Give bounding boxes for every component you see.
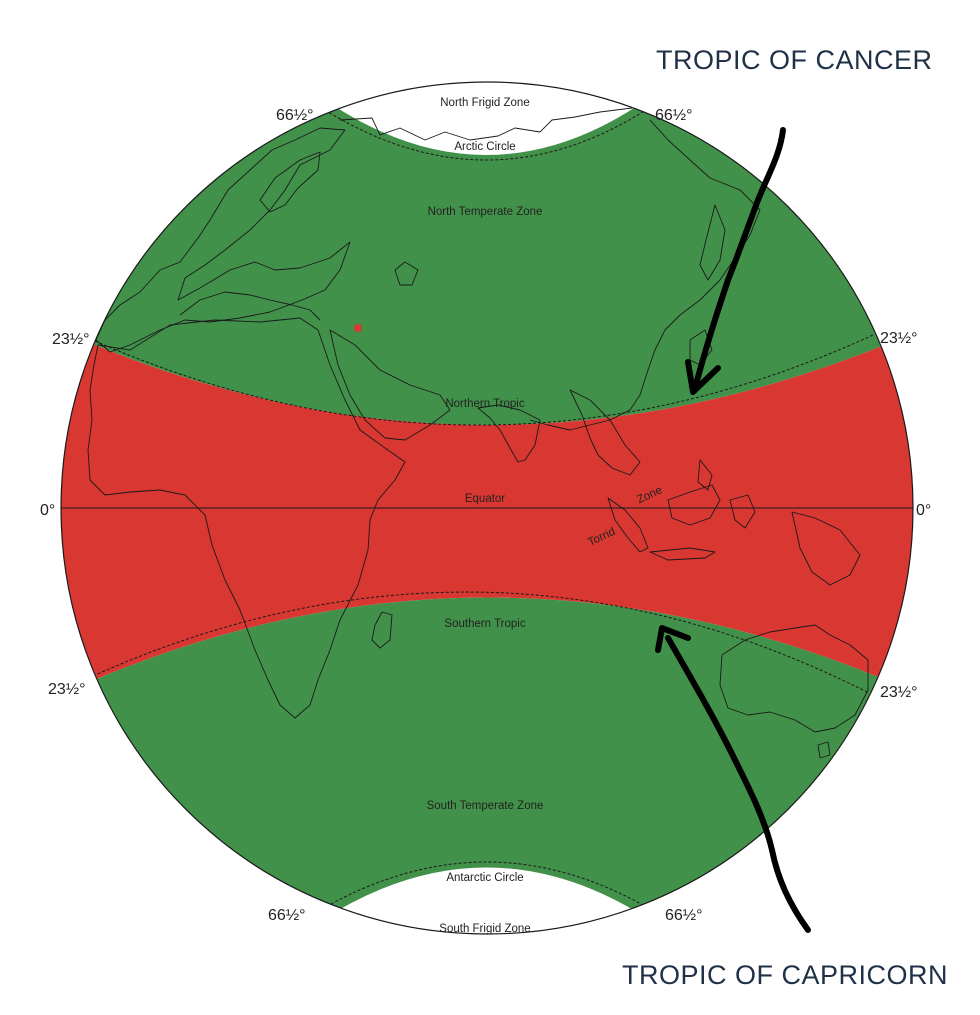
southeast-asia-coastline bbox=[569, 389, 641, 476]
mediterranean-coastline bbox=[179, 291, 321, 321]
northern-tropic-label: Northern Tropic bbox=[445, 398, 525, 410]
degree-label-equator-right: 0° bbox=[916, 502, 931, 519]
location-marker bbox=[354, 324, 362, 332]
southern-tropic-label: Southern Tropic bbox=[444, 618, 525, 630]
antarctic-circle-line bbox=[321, 861, 651, 910]
africa-coastline bbox=[87, 317, 406, 719]
degree-label-equator-left: 0° bbox=[40, 502, 55, 519]
kamchatka-coastline bbox=[699, 204, 726, 281]
arctic-circle-line bbox=[324, 109, 647, 161]
caspian-sea-coastline bbox=[394, 261, 419, 286]
arctic-circle-label: Arctic Circle bbox=[454, 141, 515, 153]
degree-label-antarctic-right: 66½° bbox=[665, 907, 703, 924]
java-coastline bbox=[649, 547, 716, 561]
degree-label-arctic-left: 66½° bbox=[276, 107, 314, 124]
borneo-coastline bbox=[667, 484, 721, 526]
south-temperate-zone bbox=[61, 597, 913, 920]
degree-label-south-tropic-left: 23½° bbox=[48, 681, 86, 698]
arabia-coastline bbox=[329, 329, 451, 441]
north-frigid-zone-label: North Frigid Zone bbox=[440, 97, 529, 109]
degree-label-north-tropic-left: 23½° bbox=[52, 331, 90, 348]
tropic-of-cancer-callout: TROPIC OF CANCER bbox=[656, 45, 933, 75]
cancer-arrow-shaft bbox=[692, 127, 786, 391]
tasmania-coastline bbox=[817, 741, 831, 759]
sulawesi-coastline bbox=[729, 494, 756, 529]
north-temperate-zone-label: North Temperate Zone bbox=[428, 206, 543, 218]
australia-coastline bbox=[719, 624, 869, 733]
antarctic-circle-label: Antarctic Circle bbox=[446, 872, 523, 884]
southern-tropic-line bbox=[92, 591, 870, 694]
new-guinea-coastline bbox=[791, 511, 861, 586]
south-temperate-zone-label: South Temperate Zone bbox=[427, 800, 544, 812]
degree-label-south-tropic-right: 23½° bbox=[880, 684, 918, 701]
capricorn-arrow-shaft bbox=[665, 635, 811, 933]
globe-outline bbox=[60, 81, 914, 935]
south-frigid-zone-label: South Frigid Zone bbox=[439, 923, 530, 935]
madagascar-coastline bbox=[371, 611, 393, 649]
scandinavia-coastline bbox=[259, 151, 321, 213]
asia-east-coastline bbox=[529, 119, 761, 431]
sumatra-coastline bbox=[607, 497, 649, 553]
cancer-arrow bbox=[685, 127, 786, 395]
india-coastline bbox=[477, 404, 541, 463]
northern-tropic-line bbox=[94, 334, 874, 426]
capricorn-arrow-head bbox=[655, 625, 691, 653]
cancer-arrow-head bbox=[685, 359, 721, 395]
degree-label-antarctic-left: 66½° bbox=[268, 907, 306, 924]
equator-label: Equator bbox=[465, 493, 505, 505]
eurasia-west-coastline bbox=[95, 127, 351, 353]
tropic-of-capricorn-callout: TROPIC OF CAPRICORN bbox=[622, 960, 949, 990]
capricorn-arrow bbox=[655, 625, 811, 933]
continent-outlines bbox=[87, 107, 869, 759]
arctic-coastline bbox=[339, 107, 633, 141]
philippines-coastline bbox=[697, 459, 713, 491]
degree-label-arctic-right: 66½° bbox=[655, 107, 693, 124]
torrid-zone bbox=[61, 330, 913, 695]
degree-label-north-tropic-right: 23½° bbox=[880, 330, 918, 347]
